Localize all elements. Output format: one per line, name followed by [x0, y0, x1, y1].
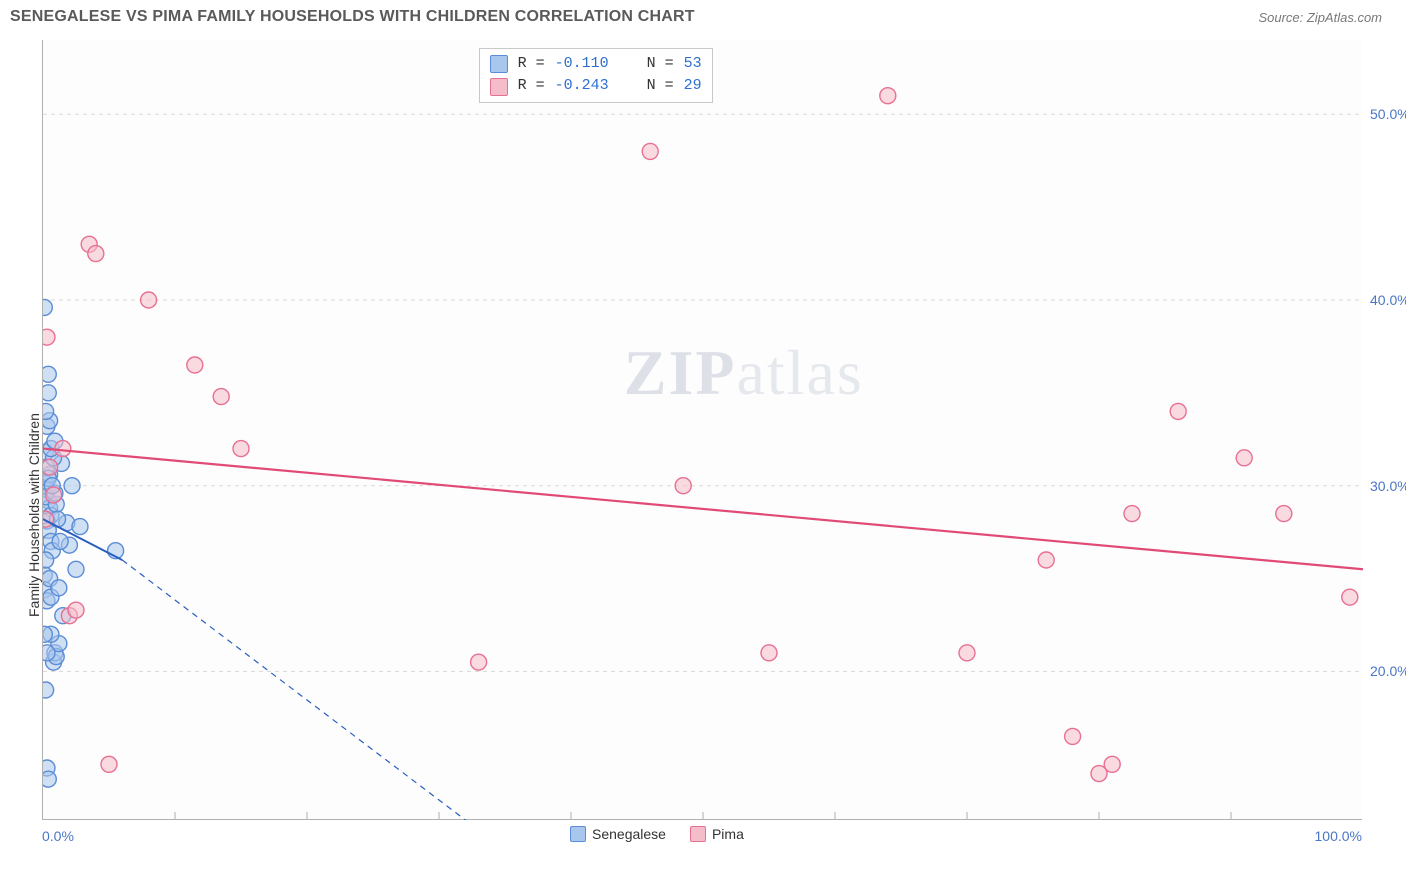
- y-tick-label: 30.0%: [1370, 478, 1398, 494]
- y-axis-label: Family Households with Children: [26, 413, 42, 617]
- stat-n-label: N =: [647, 75, 674, 98]
- y-tick-label: 20.0%: [1370, 663, 1398, 679]
- source-label: Source: ZipAtlas.com: [1258, 10, 1382, 25]
- stat-n-label: N =: [647, 53, 674, 76]
- x-tick-max: 100.0%: [1315, 828, 1362, 844]
- legend-swatch-icon: [570, 826, 586, 842]
- chart-title: SENEGALESE VS PIMA FAMILY HOUSEHOLDS WIT…: [10, 8, 695, 26]
- stats-row: R = -0.110 N = 53: [490, 53, 702, 76]
- stat-n-value: 53: [684, 53, 702, 76]
- header-row: SENEGALESE VS PIMA FAMILY HOUSEHOLDS WIT…: [0, 0, 1406, 30]
- legend-item: Senegalese: [570, 826, 666, 842]
- legend-swatch-icon: [490, 78, 508, 96]
- legend-item: Pima: [690, 826, 744, 842]
- legend-label: Senegalese: [592, 826, 666, 842]
- stat-r-label: R =: [518, 53, 545, 76]
- y-tick-label: 40.0%: [1370, 292, 1398, 308]
- x-tick-min: 0.0%: [42, 828, 74, 844]
- stat-r-value: -0.110: [555, 53, 609, 76]
- stat-n-value: 29: [684, 75, 702, 98]
- stat-r-value: -0.243: [555, 75, 609, 98]
- stat-r-label: R =: [518, 75, 545, 98]
- stats-row: R = -0.243 N = 29: [490, 75, 702, 98]
- legend-label: Pima: [712, 826, 744, 842]
- plot-area: ZIPatlas R =-0.110 N = 53R =-0.243 N = 2…: [42, 40, 1362, 820]
- scatter-svg: [43, 40, 1363, 820]
- legend-bottom: Senegalese Pima: [570, 826, 744, 842]
- y-tick-label: 50.0%: [1370, 106, 1398, 122]
- legend-swatch-icon: [490, 55, 508, 73]
- legend-swatch-icon: [690, 826, 706, 842]
- correlation-stats-box: R = -0.110 N = 53 R = -0.243 N = 29: [479, 48, 713, 103]
